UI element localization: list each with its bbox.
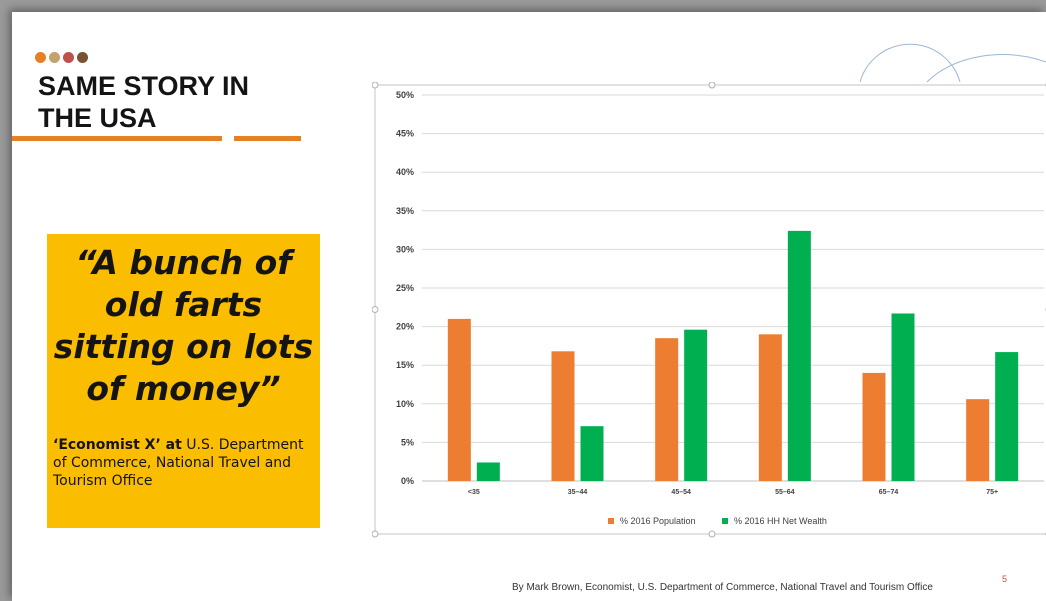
footer-credit: By Mark Brown, Economist, U.S. Departmen… [512, 582, 933, 593]
x-tick-label: 55–64 [775, 489, 795, 496]
legend-label: % 2016 HH Net Wealth [734, 516, 827, 526]
quote-line-3: sitting on lots [53, 327, 314, 366]
y-tick-label: 50% [396, 90, 414, 100]
selection-handle [708, 82, 716, 89]
chart-frame [374, 84, 1046, 535]
legend-label: % 2016 Population [620, 516, 696, 526]
x-tick-label: 35–44 [568, 489, 588, 496]
title-underline-right [234, 136, 301, 141]
accent-dot-1 [35, 52, 46, 63]
accent-dot-4 [77, 52, 88, 63]
selection-handle [372, 530, 379, 538]
bar-wealth [891, 313, 915, 481]
slide-number: 5 [1002, 574, 1008, 584]
selection-handle [372, 306, 379, 313]
attribution-text: U.S. Department of Commerce, National Tr… [53, 437, 304, 489]
selection-handle [708, 530, 716, 538]
quote-line-2: old farts [104, 285, 263, 324]
slide-title-line-2: THE USA [38, 103, 157, 133]
legend-swatch [608, 518, 614, 524]
slide: SAME STORY IN THE USA “A bunch of old fa… [12, 12, 1046, 601]
y-tick-label: 0% [401, 476, 414, 486]
bar-chart: 0% 5% 10% 15% 20% 25% 30% 35% 40% 45% 50% <35 35–44 4… [372, 82, 1046, 538]
bar-population [655, 338, 679, 481]
y-tick-label: 15% [396, 360, 414, 370]
bar-wealth [684, 329, 708, 481]
y-tick-label: 40% [396, 167, 414, 177]
slide-title-line-1: SAME STORY IN [38, 71, 250, 101]
y-tick-label: 45% [396, 129, 414, 139]
quote-attribution: ‘Economist X’ at U.S. Department of Comm… [53, 436, 315, 490]
bar-wealth [787, 230, 811, 481]
x-tick-label: 75+ [986, 489, 998, 496]
y-tick-label: 5% [401, 437, 414, 447]
x-tick-label: 45–54 [671, 489, 691, 496]
bar-population [758, 334, 782, 481]
quote-line-4: of money” [86, 369, 281, 408]
decorative-arcs [859, 43, 1046, 83]
bar-population [966, 399, 990, 481]
quote-line-1: “A bunch of [75, 243, 292, 282]
accent-dot-2 [49, 52, 60, 63]
slide-title: SAME STORY IN THE USA [38, 70, 338, 134]
legend-swatch [722, 518, 728, 524]
selection-handle [372, 82, 379, 89]
bar-wealth [580, 426, 604, 481]
bar-population [862, 372, 886, 481]
y-tick-label: 25% [396, 283, 414, 293]
y-tick-label: 30% [396, 244, 414, 254]
chart-container[interactable]: 0% 5% 10% 15% 20% 25% 30% 35% 40% 45% 50% <35 35–44 4… [372, 82, 1046, 542]
x-tick-label: <35 [468, 489, 480, 496]
title-underline-left [12, 136, 222, 141]
x-tick-label: 65–74 [879, 489, 899, 496]
attribution-bold: ‘Economist X’ at [53, 437, 182, 453]
y-tick-label: 35% [396, 206, 414, 216]
bar-population [447, 318, 471, 481]
y-tick-label: 20% [396, 322, 414, 332]
accent-dot-3 [63, 52, 74, 63]
y-tick-label: 10% [396, 399, 414, 409]
bar-population [551, 351, 575, 481]
quote-text: “A bunch of old farts sitting on lots of… [47, 242, 320, 410]
bar-wealth [995, 352, 1019, 481]
accent-dots [35, 52, 88, 63]
bar-wealth [476, 462, 500, 481]
quote-box: “A bunch of old farts sitting on lots of… [47, 234, 320, 528]
